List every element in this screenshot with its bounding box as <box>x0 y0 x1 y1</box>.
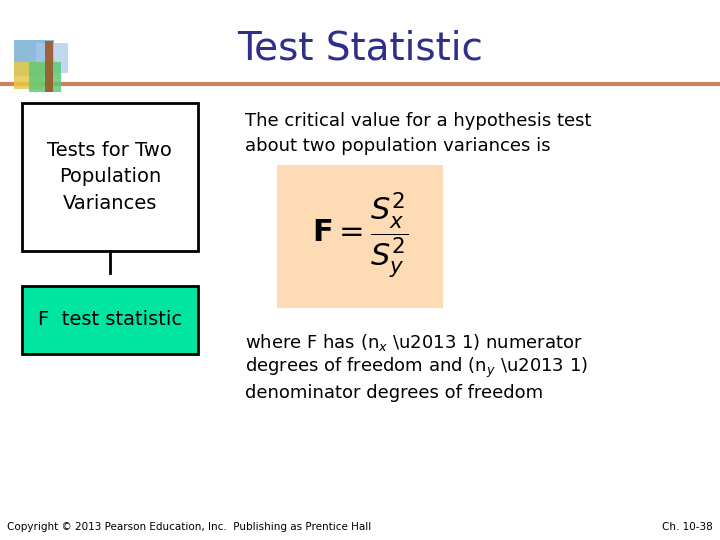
Text: Tests for Two
Population
Variances: Tests for Two Population Variances <box>48 141 172 213</box>
Text: Copyright © 2013 Pearson Education, Inc.  Publishing as Prentice Hall: Copyright © 2013 Pearson Education, Inc.… <box>7 522 372 531</box>
Bar <box>277 165 443 308</box>
Bar <box>45 40 53 92</box>
Text: about two population variances is: about two population variances is <box>245 137 550 155</box>
Text: The critical value for a hypothesis test: The critical value for a hypothesis test <box>245 112 591 131</box>
Bar <box>22 103 198 251</box>
Text: $\mathbf{F} = \dfrac{S^2_x}{S^2_y}$: $\mathbf{F} = \dfrac{S^2_x}{S^2_y}$ <box>312 191 408 281</box>
Text: denominator degrees of freedom: denominator degrees of freedom <box>245 384 543 402</box>
Text: Test Statistic: Test Statistic <box>237 30 483 68</box>
Text: where F has (n$_x$ \u2013 1) numerator: where F has (n$_x$ \u2013 1) numerator <box>245 333 582 353</box>
Bar <box>22 286 198 354</box>
Text: F  test statistic: F test statistic <box>37 310 182 329</box>
Text: Ch. 10-38: Ch. 10-38 <box>662 522 713 531</box>
Bar <box>36 43 68 73</box>
Bar <box>14 62 43 89</box>
Bar <box>14 40 54 76</box>
Bar <box>29 62 61 92</box>
Text: degrees of freedom and (n$_y$ \u2013 1): degrees of freedom and (n$_y$ \u2013 1) <box>245 356 588 380</box>
